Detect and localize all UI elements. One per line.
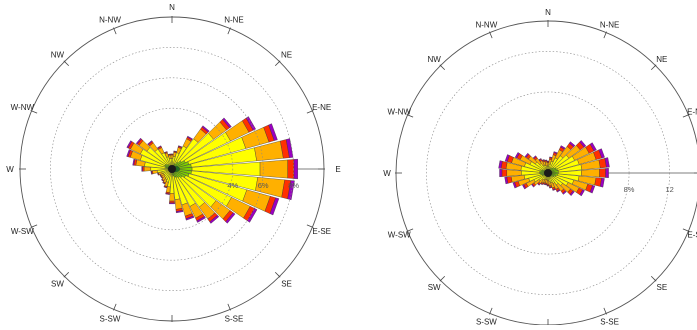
direction-label-s-sw: S-SW [476,318,497,325]
windrose-segment [171,155,173,158]
windrose-segment [545,184,547,185]
direction-label-e-ne: E-NE [312,103,331,112]
ring-label: 6% [258,181,269,190]
windrose-segment [547,161,549,162]
direction-tick [275,272,280,277]
windrose-segment [606,168,609,178]
direction-tick [440,276,445,281]
direction-label-s-sw: S-SW [100,315,121,324]
calm-center [168,165,176,173]
direction-tick [440,65,445,70]
windrose-segment [288,159,294,178]
windrose-panel-1: NN-NENEE-NEEE-SESES-SESS-SWSWW-SWWW-NWNW… [6,3,340,325]
direction-label-e: E [335,165,340,174]
direction-tick [275,61,280,66]
direction-label-n-ne: N-NE [600,20,620,29]
direction-label-s-se: S-SE [600,318,619,325]
windrose-segment [142,167,143,172]
windrose-segment [600,168,606,177]
direction-label-n: N [545,8,551,17]
windrose-segment [169,193,174,201]
direction-label-sw: SW [428,283,441,292]
direction-tick [651,65,656,70]
direction-label-w-sw: W-SW [388,231,411,240]
direction-label-e-ne: E-NE [687,107,697,116]
direction-label-n-nw: N-NW [99,15,121,24]
direction-label-e-se: E-SE [687,231,697,240]
direction-label-w-nw: W-NW [11,103,35,112]
direction-label-w: W [6,165,14,174]
direction-label-w-sw: W-SW [11,227,34,236]
ring-label: 12 [665,185,673,194]
direction-label-w-nw: W-NW [388,107,412,116]
windrose-segment [547,161,549,162]
calm-center [544,169,552,177]
direction-label-sw: SW [51,280,64,289]
ring-label: 8% [288,181,299,190]
direction-label-se: SE [657,283,668,292]
windrose-segment [294,159,298,179]
ring-label: 4% [227,181,238,190]
windrose-segment [581,169,599,177]
windrose-segment [547,184,549,185]
direction-tick [64,61,69,66]
direction-label-n-ne: N-NE [224,15,244,24]
direction-label-nw: NW [427,55,441,64]
windrose-panel-2: N N-NE NE E-NE E-SE SE S-SE S-SW SW W-SW W W-NW NW N-… [383,8,697,325]
windrose-segment [144,167,151,171]
windrose-segment [549,187,551,188]
windrose-segment [143,167,145,172]
windrose-segment [502,169,507,176]
direction-label-n-nw: N-NW [475,20,497,29]
windrose-segment [549,157,552,158]
windrose-segment [153,170,158,173]
direction-label-e-se: E-SE [312,227,331,236]
direction-label-nw: NW [51,50,65,59]
direction-label-ne: NE [281,50,292,59]
direction-label-se: SE [281,280,292,289]
windrose-segment [169,201,174,203]
direction-tick [651,276,656,281]
windrose-segment [547,185,549,186]
windrose-segment [545,160,547,161]
direction-label-s-se: S-SE [225,315,244,324]
windrose-segment [507,170,522,176]
direction-label-ne: NE [656,55,667,64]
windrose-segment [260,160,288,178]
direction-label-n: N [169,3,175,12]
windrose-segment [169,203,174,204]
direction-label-w: W [383,169,391,178]
ring-label: 8% [624,185,635,194]
direction-tick [64,272,69,277]
windrose-segment [500,169,502,177]
